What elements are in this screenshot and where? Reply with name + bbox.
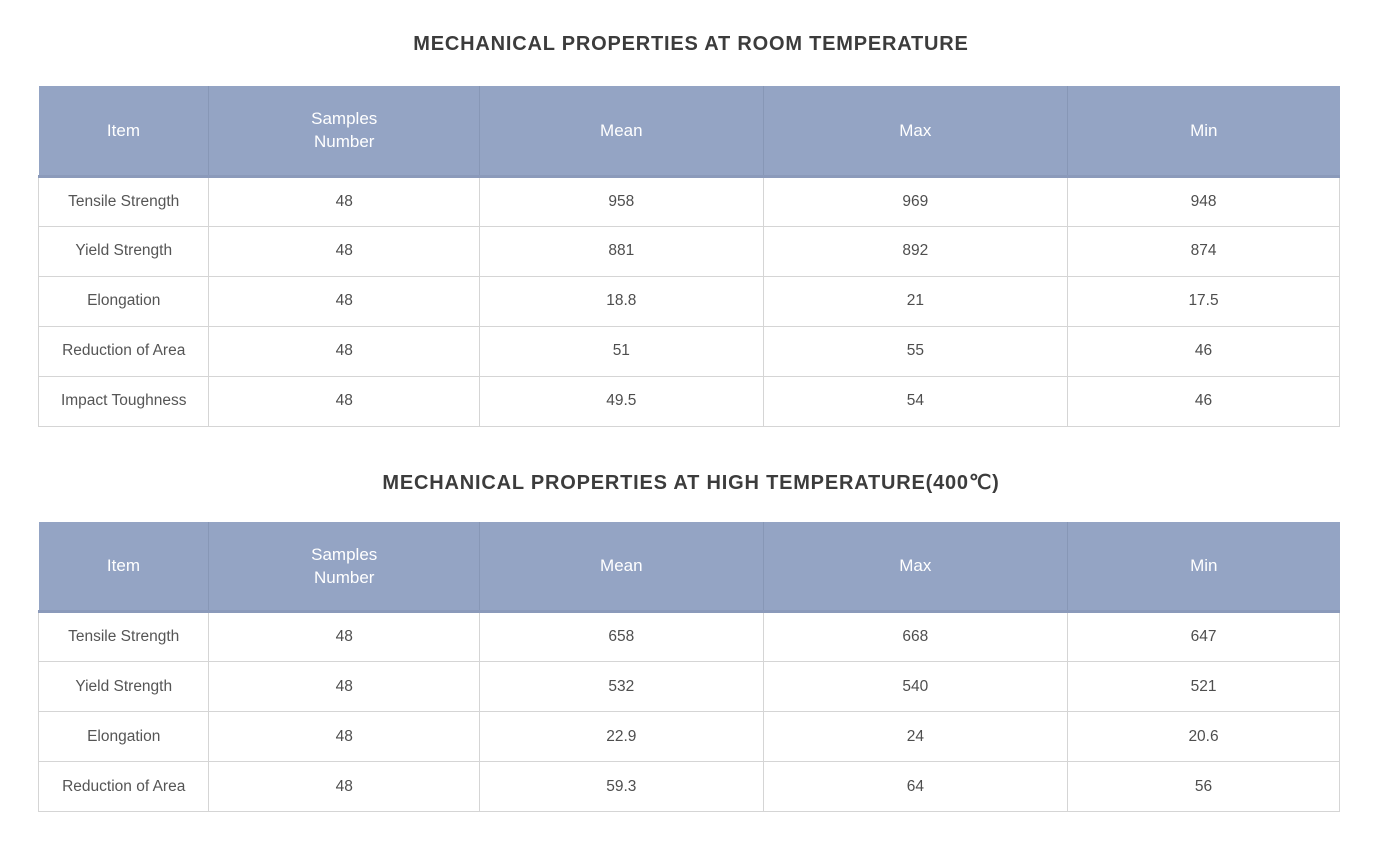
column-header: Mean (479, 86, 764, 178)
table-header: Item Samples Number Mean Max Min (38, 521, 1340, 613)
cell-value: 56 (1067, 761, 1340, 812)
column-header: Max (762, 521, 1068, 613)
column-header: Item (38, 86, 209, 178)
cell-value: 55 (762, 325, 1069, 377)
cell-value: 48 (208, 611, 481, 662)
room-temperature-properties-table: Item Samples Number Mean Max Min Tensile Str… (37, 86, 1340, 427)
cell-value: 51 (479, 325, 764, 377)
table-row: Yield Strength 48 532 540 521 (37, 661, 1340, 712)
cell-value: 892 (762, 225, 1069, 277)
cell-value: 874 (1067, 225, 1340, 277)
row-label: Tensile Strength (37, 611, 210, 662)
table-row: Yield Strength 48 881 892 874 (37, 225, 1340, 277)
room-temperature-table-title: MECHANICAL PROPERTIES AT ROOM TEMPERATUR… (413, 33, 969, 55)
cell-value: 958 (479, 175, 764, 227)
section-high-temperature: MECHANICAL PROPERTIES AT HIGH TEMPERATUR… (0, 471, 1382, 812)
cell-value: 49.5 (479, 375, 764, 427)
table-header: Item Samples Number Mean Max Min (38, 86, 1340, 178)
column-header-label: Item (106, 556, 140, 576)
cell-value: 48 (208, 225, 481, 277)
cell-value: 18.8 (479, 275, 764, 327)
high-temperature-table-title: MECHANICAL PROPERTIES AT HIGH TEMPERATUR… (382, 471, 1000, 494)
row-label: Reduction of Area (37, 325, 210, 377)
cell-value: 59.3 (479, 761, 764, 812)
column-header: Min (1067, 86, 1340, 178)
cell-value: 48 (208, 325, 481, 377)
column-header-label: Max (899, 556, 932, 576)
cell-value: 48 (208, 175, 481, 227)
column-header-label: Samples Number (311, 544, 378, 587)
row-label: Elongation (37, 711, 210, 762)
column-header: Samples Number (208, 521, 480, 613)
row-label: Yield Strength (37, 661, 210, 712)
row-label: Elongation (37, 275, 210, 327)
cell-value: 969 (762, 175, 1069, 227)
high-temperature-properties-table: Item Samples Number Mean Max Min Tensile Str… (37, 521, 1340, 812)
cell-value: 24 (762, 711, 1069, 762)
cell-value: 48 (208, 375, 481, 427)
cell-value: 20.6 (1067, 711, 1340, 762)
cell-value: 48 (208, 711, 481, 762)
table-header-row: Item Samples Number Mean Max Min (38, 521, 1340, 613)
cell-value: 668 (762, 611, 1069, 662)
section-room-temperature: MECHANICAL PROPERTIES AT ROOM TEMPERATUR… (0, 32, 1382, 427)
table-header-row: Item Samples Number Mean Max Min (38, 86, 1340, 178)
column-header-label: Mean (600, 556, 643, 576)
column-header: Samples Number (208, 86, 480, 178)
cell-value: 17.5 (1067, 275, 1340, 327)
column-header-label: Min (1190, 556, 1218, 576)
column-header: Item (38, 521, 209, 613)
column-header-label: Samples Number (311, 109, 378, 152)
row-label: Tensile Strength (37, 175, 210, 227)
cell-value: 46 (1067, 375, 1340, 427)
column-header: Mean (479, 521, 764, 613)
row-label: Impact Toughness (37, 375, 210, 427)
table-row: Reduction of Area 48 51 55 46 (37, 325, 1340, 377)
column-header-label: Max (899, 120, 932, 140)
cell-value: 46 (1067, 325, 1340, 377)
table-row: Tensile Strength 48 658 668 647 (37, 611, 1340, 662)
cell-value: 948 (1067, 175, 1340, 227)
cell-value: 48 (208, 761, 481, 812)
column-header-label: Min (1190, 120, 1218, 140)
column-header-label: Item (106, 120, 140, 140)
row-label: Reduction of Area (37, 761, 210, 812)
table-row: Reduction of Area 48 59.3 64 56 (37, 761, 1340, 812)
column-header: Max (762, 86, 1068, 178)
cell-value: 48 (208, 661, 481, 712)
table-row: Tensile Strength 48 958 969 948 (37, 175, 1340, 227)
table-row: Elongation 48 22.9 24 20.6 (37, 711, 1340, 762)
cell-value: 48 (208, 275, 481, 327)
cell-value: 540 (762, 661, 1069, 712)
cell-value: 647 (1067, 611, 1340, 662)
row-label: Yield Strength (37, 225, 210, 277)
cell-value: 521 (1067, 661, 1340, 712)
cell-value: 532 (479, 661, 764, 712)
table-row: Impact Toughness 48 49.5 54 46 (37, 375, 1340, 427)
cell-value: 21 (762, 275, 1069, 327)
cell-value: 64 (762, 761, 1069, 812)
table-body: Tensile Strength 48 958 969 948 Yield Strengt… (37, 175, 1340, 427)
column-header: Min (1067, 521, 1340, 613)
page: MECHANICAL PROPERTIES AT ROOM TEMPERATUR… (0, 32, 1382, 812)
table-body: Tensile Strength 48 658 668 647 Yield Strengt… (37, 611, 1340, 812)
cell-value: 22.9 (479, 711, 764, 762)
table-row: Elongation 48 18.8 21 17.5 (37, 275, 1340, 327)
cell-value: 881 (479, 225, 764, 277)
cell-value: 658 (479, 611, 764, 662)
cell-value: 54 (762, 375, 1069, 427)
column-header-label: Mean (600, 120, 643, 140)
